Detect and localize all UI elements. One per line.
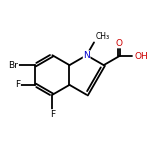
Text: OH: OH <box>134 52 148 61</box>
Text: CH₃: CH₃ <box>96 32 110 41</box>
Text: F: F <box>15 80 21 89</box>
Text: F: F <box>50 110 55 119</box>
Text: Br: Br <box>9 61 19 70</box>
Text: N: N <box>83 51 90 60</box>
Text: O: O <box>116 39 123 48</box>
